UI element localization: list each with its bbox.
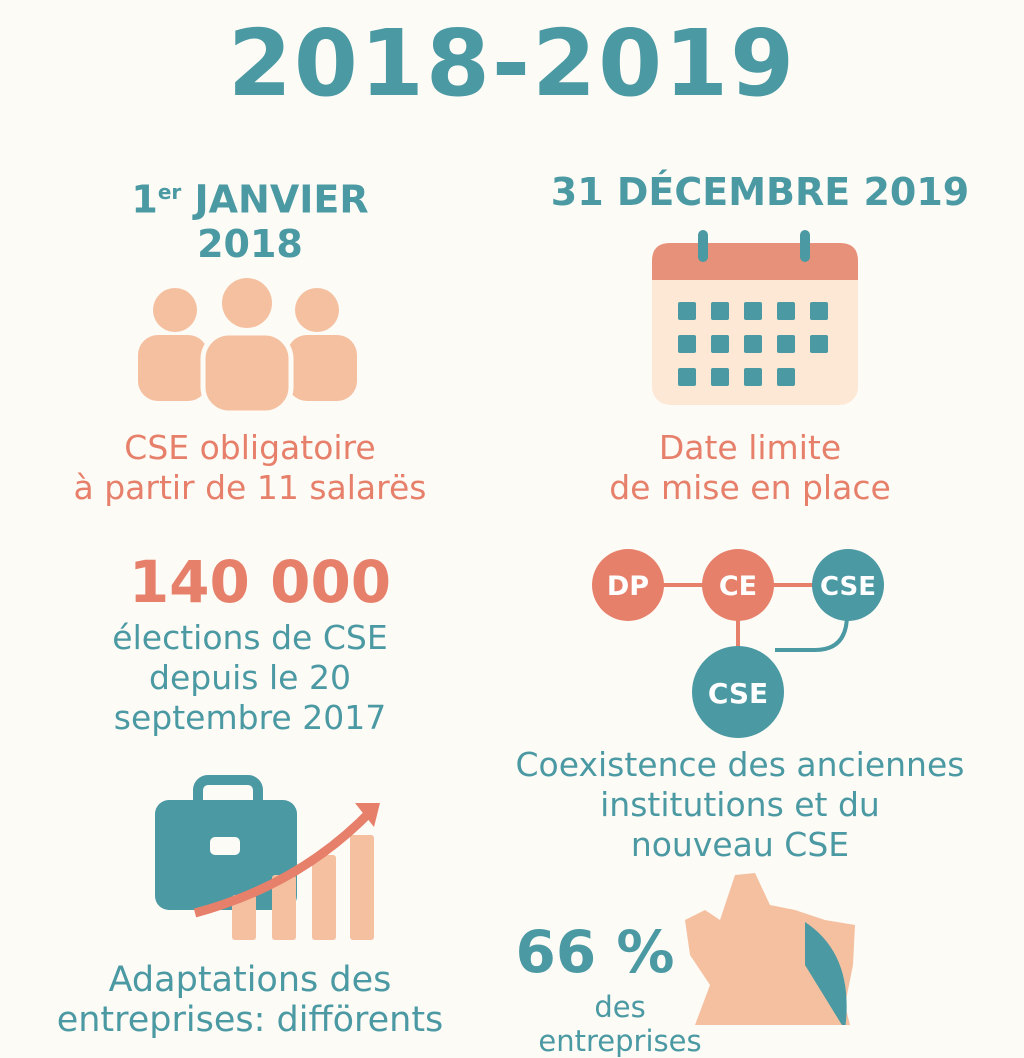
calendar-day: [744, 302, 762, 320]
node-dp: [592, 549, 664, 621]
pct-label: des entreprises: [538, 990, 702, 1058]
people-group-icon: [138, 278, 357, 415]
stat-line: depuis le 20: [149, 658, 351, 697]
date-day: 1: [131, 177, 158, 222]
caption-line: de mise en place: [609, 468, 891, 507]
right-caption: Date limite de mise en place: [550, 428, 950, 508]
calendar-day: [744, 368, 762, 386]
calendar-icon: [652, 230, 858, 405]
coexistence-text: Coexistence des anciennes institutions e…: [500, 745, 980, 865]
stat-line: septembre 2017: [113, 698, 387, 737]
coexist-line: institutions et du: [600, 785, 880, 824]
adaptation-text: Adaptations des entreprises: difförents: [40, 960, 460, 1040]
date-year: 2018: [197, 221, 303, 266]
end-date: 31 DÉCEMBRE 2019: [550, 170, 970, 214]
caption-line: Date limite: [658, 428, 842, 467]
institutions-diagram: DP CE CSE CSE: [592, 549, 884, 738]
calendar-day: [678, 368, 696, 386]
date-sup: er: [157, 180, 182, 204]
calendar-day: [777, 335, 795, 353]
page-title: 2018-2019: [227, 10, 797, 117]
node-label: CSE: [708, 677, 768, 710]
calendar-day: [777, 302, 795, 320]
stat-value: 140 000: [128, 548, 392, 616]
calendar-day: [711, 335, 729, 353]
adapt-line: Adaptations des: [108, 960, 392, 1000]
adapt-line: entreprises: difförents: [56, 1000, 444, 1040]
calendar-day: [711, 368, 729, 386]
node-cse: [812, 549, 884, 621]
node-label: DP: [607, 571, 649, 602]
caption-line: à partir de 11 salarës: [73, 468, 427, 507]
node-label: CSE: [820, 572, 876, 602]
calendar-day: [810, 335, 828, 353]
calendar-day: [711, 302, 729, 320]
coexist-line: Coexistence des anciennes: [515, 745, 965, 784]
stat-label: élections de CSE depuis le 20 septembre …: [40, 618, 460, 738]
calendar-day: [744, 335, 762, 353]
coexist-line: nouveau CSE: [630, 825, 850, 864]
calendar-day: [777, 368, 795, 386]
briefcase-growth-icon: [155, 775, 380, 940]
node-cse-new: [692, 646, 784, 738]
pct-value: 66 %: [515, 918, 675, 986]
start-date: 1er JANVIER 2018: [60, 170, 440, 266]
calendar-day: [678, 335, 696, 353]
node-label: CE: [719, 571, 757, 602]
france-map-icon: [685, 873, 855, 1025]
stat-line: élections de CSE: [112, 618, 388, 657]
calendar-day: [810, 302, 828, 320]
calendar-day: [678, 302, 696, 320]
node-ce: [702, 549, 774, 621]
date-month: JANVIER: [194, 177, 369, 222]
left-caption: CSE obligatoire à partir de 11 salarës: [40, 428, 460, 508]
caption-line: CSE obligatoire: [124, 428, 376, 467]
